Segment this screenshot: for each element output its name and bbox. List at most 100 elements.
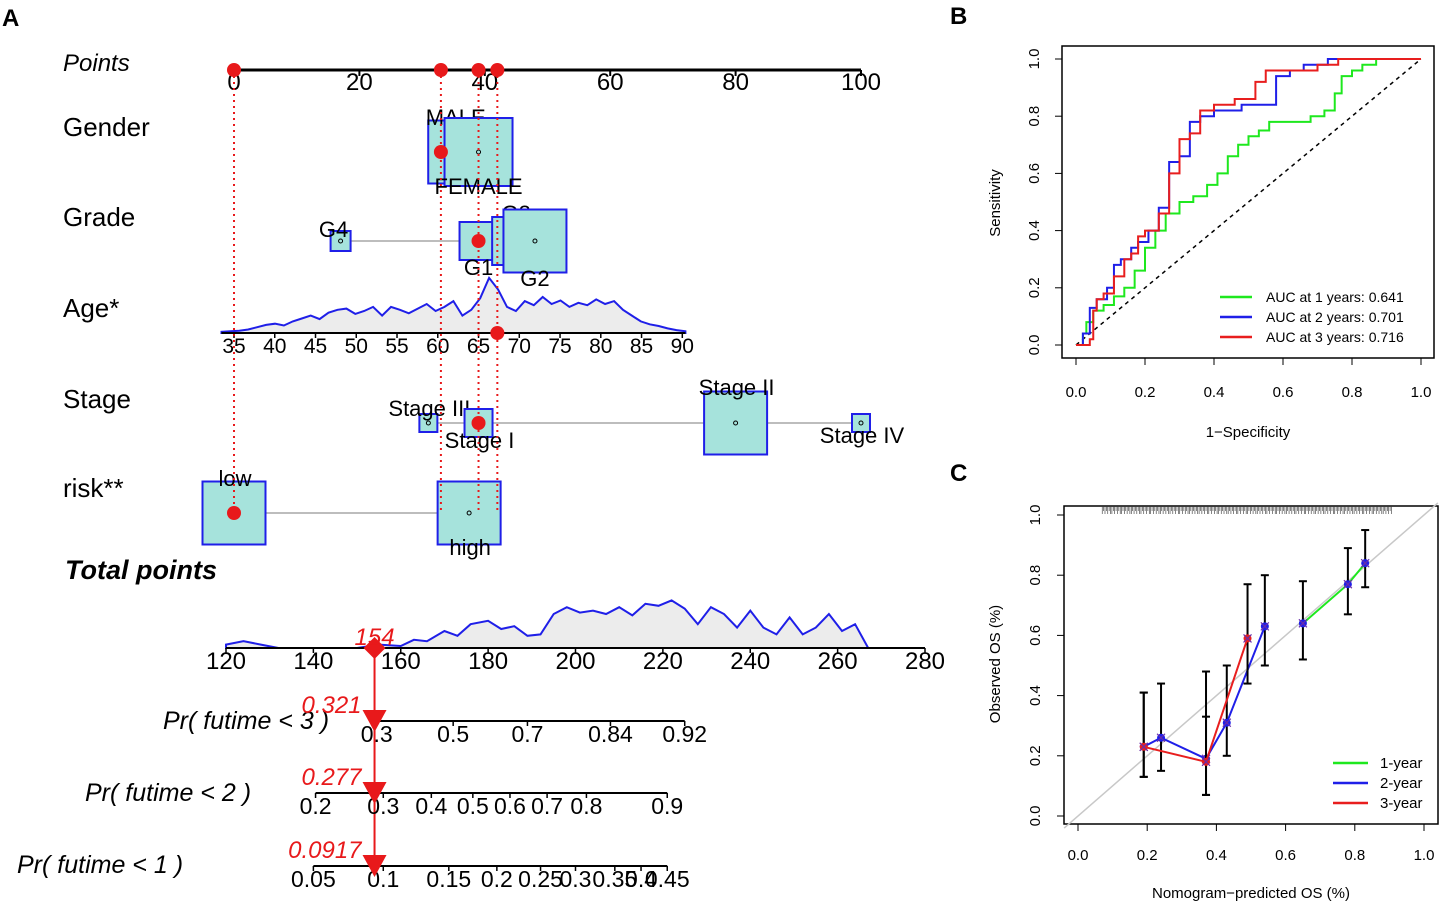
age-tick-label: 90 <box>671 335 694 358</box>
level-box-center <box>858 420 864 426</box>
roc-x-tick-label: 0.4 <box>1204 384 1225 401</box>
calibration-point-cross <box>1201 757 1211 767</box>
nomogram-panel: Points Gender Grade Age* Stage risk** To… <box>17 50 945 892</box>
calibration-legend-label: 1-year <box>1380 755 1423 772</box>
probability-tick-label: 0.84 <box>588 721 633 747</box>
level-label: low <box>218 466 251 491</box>
calibration-legend-label: 2-year <box>1380 775 1423 792</box>
probability-tick-label: 0.4 <box>625 866 657 892</box>
roc-y-tick-label: 1.0 <box>1026 49 1043 70</box>
calibration-y-tick-label: 1.0 <box>1027 505 1044 526</box>
probability-tick-label: 0.2 <box>300 793 332 819</box>
calibration-plot-frame <box>1063 505 1439 825</box>
selection-marker <box>490 326 505 340</box>
probability-tick-label: 0.25 <box>518 866 563 892</box>
selection-marker <box>227 506 241 520</box>
stage-label: Stage <box>63 384 131 414</box>
level-box <box>418 413 439 433</box>
prob2-label: Pr( futime < 2 ) <box>85 779 251 807</box>
roc-y-tick-label: 0.8 <box>1026 106 1043 127</box>
risk-label: risk** <box>63 473 124 503</box>
calibration-x-tick-label: 1.0 <box>1414 847 1435 864</box>
age-tick-label: 80 <box>589 335 612 358</box>
roc-legend-label: AUC at 2 years: 0.701 <box>1266 309 1404 325</box>
probability-tick-label: 0.92 <box>662 721 707 747</box>
age-tick-label: 60 <box>426 335 449 358</box>
level-label: Stage IV <box>820 423 905 448</box>
cal-ylabel: Observed OS (%) <box>987 605 1004 723</box>
calibration-point-cross <box>1360 558 1370 568</box>
roc-curve <box>1076 58 1421 346</box>
probability-tick-label: 0.15 <box>426 866 471 892</box>
prob1-label: Pr( futime < 1 ) <box>17 851 183 879</box>
gender-label: Gender <box>63 112 150 142</box>
level-box <box>329 230 352 252</box>
level-box-center <box>338 238 344 244</box>
calibration-curve <box>1143 638 1249 763</box>
cal-xlabel: Nomogram−predicted OS (%) <box>1152 885 1350 902</box>
calibration-legend-label: 3-year <box>1380 795 1423 812</box>
grade-label: Grade <box>63 202 135 232</box>
probability-marker <box>362 710 387 732</box>
probability-tick-label: 0.45 <box>645 866 690 892</box>
prob3-label: Pr( futime < 3 ) <box>163 707 329 735</box>
probability-value: 0.277 <box>301 764 363 791</box>
points-axis-marker <box>433 63 448 77</box>
panel-a-letter: A <box>2 5 19 32</box>
calibration-x-tick-label: 0.0 <box>1068 847 1089 864</box>
calibration-point-cross <box>1243 633 1252 643</box>
calibration-point-cross <box>1298 618 1308 628</box>
panel-b-letter: B <box>950 3 967 30</box>
age-tick-label: 75 <box>548 335 571 358</box>
level-box-center <box>425 420 431 426</box>
probability-tick-label: 0.6 <box>494 793 526 819</box>
age-tick-label: 40 <box>263 335 286 358</box>
calibration-x-tick-label: 0.4 <box>1206 847 1227 864</box>
selection-marker <box>471 234 486 248</box>
total-points-density <box>225 599 870 649</box>
age-tick-label: 70 <box>508 335 531 358</box>
roc-ylabel: Sensitivity <box>987 169 1004 237</box>
total-points-tick-label: 280 <box>905 648 945 675</box>
probability-tick-label: 0.4 <box>415 793 447 819</box>
calibration-ideal-line <box>1063 502 1439 829</box>
roc-x-tick-label: 0.0 <box>1066 384 1087 401</box>
points-tick-label: 60 <box>597 69 624 96</box>
calibration-x-tick-label: 0.2 <box>1137 847 1158 864</box>
probability-tick-label: 0.9 <box>651 793 683 819</box>
level-box <box>436 480 502 546</box>
roc-y-tick-label: 0.6 <box>1026 163 1043 184</box>
calibration-point-cross <box>1139 742 1149 752</box>
level-box <box>703 390 769 456</box>
level-box-center <box>466 510 472 516</box>
total-points-value: 154 <box>355 624 395 651</box>
roc-y-tick-label: 0.0 <box>1026 335 1043 356</box>
probability-value: 0.0917 <box>288 837 363 864</box>
calibration-x-tick-label: 0.6 <box>1275 847 1296 864</box>
probability-tick-label: 0.7 <box>531 793 563 819</box>
total-points-tick-label: 140 <box>293 648 333 675</box>
age-tick-label: 50 <box>345 335 368 358</box>
selection-marker <box>433 145 448 159</box>
roc-panel: 1−Specificity Sensitivity 0.0 0.2 0.4 0.6 0.… <box>987 45 1435 441</box>
total-points-tick-label: 200 <box>555 648 595 675</box>
level-box-center <box>532 238 538 244</box>
level-label: FEMALE <box>435 174 523 199</box>
probability-marker <box>362 855 387 877</box>
level-box-center <box>733 420 739 426</box>
points-axis-marker <box>490 63 505 77</box>
roc-plot-frame <box>1061 45 1435 359</box>
selection-marker <box>471 416 486 430</box>
total-points-tick-label: 120 <box>206 648 246 675</box>
level-label: high <box>449 535 491 560</box>
level-label: Stage III <box>388 396 470 421</box>
probability-tick-label: 0.7 <box>511 721 543 747</box>
calibration-x-tick-label: 0.8 <box>1344 847 1365 864</box>
roc-x-tick-label: 0.8 <box>1342 384 1363 401</box>
total-points-marker <box>363 637 386 659</box>
points-axis-marker <box>471 63 486 77</box>
roc-legend-label: AUC at 3 years: 0.716 <box>1266 329 1404 345</box>
total-points-tick-label: 260 <box>818 648 858 675</box>
probability-tick-label: 0.2 <box>481 866 513 892</box>
age-density <box>220 275 687 334</box>
